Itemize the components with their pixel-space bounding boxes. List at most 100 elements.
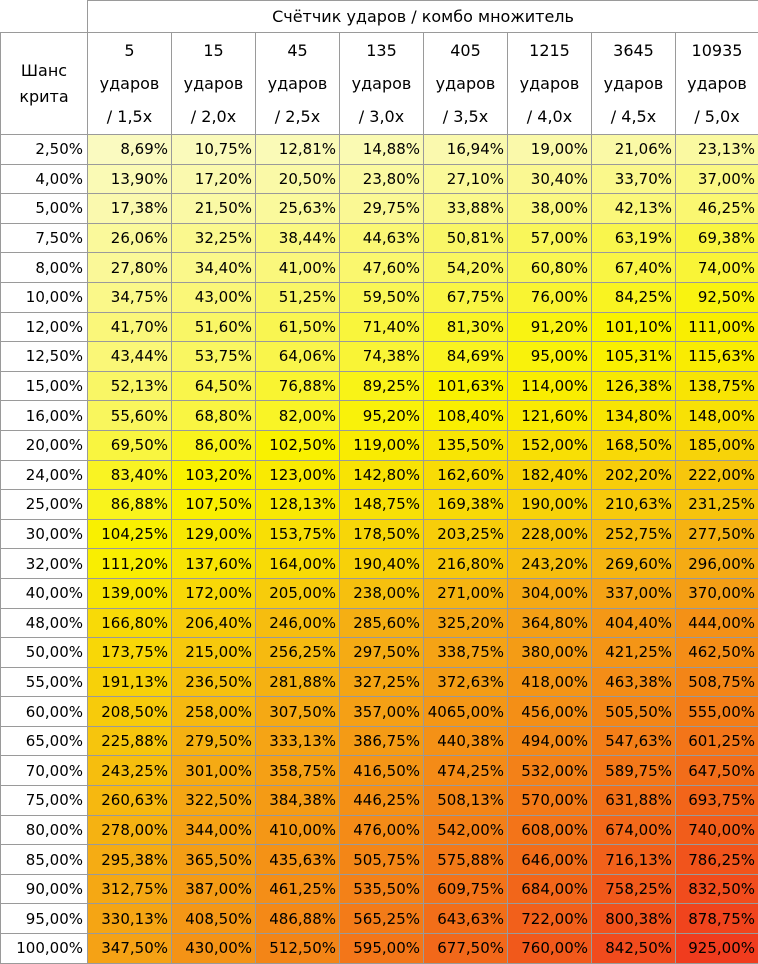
damage-value-cell: 91,20%: [508, 312, 592, 342]
damage-value-cell: 43,44%: [88, 342, 172, 372]
damage-value-cell: 532,00%: [508, 756, 592, 786]
damage-value-cell: 190,00%: [508, 490, 592, 520]
damage-value-cell: 384,38%: [256, 786, 340, 816]
damage-value-cell: 295,38%: [88, 845, 172, 875]
damage-value-cell: 474,25%: [424, 756, 508, 786]
damage-value-cell: 285,60%: [340, 608, 424, 638]
damage-value-cell: 440,38%: [424, 726, 508, 756]
damage-value-cell: 595,00%: [340, 934, 424, 964]
damage-value-cell: 722,00%: [508, 904, 592, 934]
damage-value-cell: 609,75%: [424, 874, 508, 904]
hits-count: 5: [88, 34, 171, 67]
damage-value-cell: 740,00%: [676, 815, 758, 845]
damage-value-cell: 205,00%: [256, 578, 340, 608]
damage-value-cell: 68,80%: [172, 401, 256, 431]
damage-value-cell: 608,00%: [508, 815, 592, 845]
damage-value-cell: 505,75%: [340, 845, 424, 875]
damage-value-cell: 67,40%: [592, 253, 676, 283]
crit-chance-cell: 90,00%: [1, 874, 88, 904]
damage-value-cell: 456,00%: [508, 697, 592, 727]
damage-value-cell: 358,75%: [256, 756, 340, 786]
hits-word: ударов: [508, 67, 591, 100]
crit-chance-header: Шанс крита: [1, 33, 88, 135]
damage-value-cell: 463,38%: [592, 667, 676, 697]
damage-value-cell: 74,38%: [340, 342, 424, 372]
crit-chance-cell: 4,00%: [1, 164, 88, 194]
damage-value-cell: 43,00%: [172, 282, 256, 312]
damage-value-cell: 260,63%: [88, 786, 172, 816]
table-row: 40,00%139,00%172,00%205,00%238,00%271,00…: [1, 578, 758, 608]
damage-value-cell: 82,00%: [256, 401, 340, 431]
damage-value-cell: 76,88%: [256, 371, 340, 401]
table-row: 55,00%191,13%236,50%281,88%327,25%372,63…: [1, 667, 758, 697]
damage-value-cell: 103,20%: [172, 460, 256, 490]
crit-chance-cell: 48,00%: [1, 608, 88, 638]
damage-value-cell: 271,00%: [424, 578, 508, 608]
damage-value-cell: 178,50%: [340, 519, 424, 549]
damage-value-cell: 134,80%: [592, 401, 676, 431]
damage-value-cell: 252,75%: [592, 519, 676, 549]
damage-value-cell: 111,00%: [676, 312, 758, 342]
hits-count: 1215: [508, 34, 591, 67]
damage-value-cell: 330,13%: [88, 904, 172, 934]
table-row: 48,00%166,80%206,40%246,00%285,60%325,20…: [1, 608, 758, 638]
damage-value-cell: 338,75%: [424, 638, 508, 668]
combo-multiplier: / 4,0x: [508, 100, 591, 133]
damage-value-cell: 494,00%: [508, 726, 592, 756]
damage-value-cell: 14,88%: [340, 135, 424, 165]
damage-value-cell: 101,10%: [592, 312, 676, 342]
damage-value-cell: 86,88%: [88, 490, 172, 520]
damage-value-cell: 256,25%: [256, 638, 340, 668]
damage-value-cell: 10,75%: [172, 135, 256, 165]
damage-value-cell: 357,00%: [340, 697, 424, 727]
damage-value-cell: 38,44%: [256, 223, 340, 253]
damage-value-cell: 277,50%: [676, 519, 758, 549]
damage-value-cell: 64,50%: [172, 371, 256, 401]
damage-value-cell: 325,20%: [424, 608, 508, 638]
damage-value-cell: 63,19%: [592, 223, 676, 253]
damage-value-cell: 333,13%: [256, 726, 340, 756]
combo-multiplier: / 4,5x: [592, 100, 675, 133]
crit-chance-cell: 60,00%: [1, 697, 88, 727]
damage-value-cell: 51,25%: [256, 282, 340, 312]
damage-value-cell: 21,50%: [172, 194, 256, 224]
damage-value-cell: 173,75%: [88, 638, 172, 668]
damage-value-cell: 508,13%: [424, 786, 508, 816]
damage-value-cell: 74,00%: [676, 253, 758, 283]
hits-count: 15: [172, 34, 255, 67]
damage-value-cell: 92,50%: [676, 282, 758, 312]
damage-value-cell: 129,00%: [172, 519, 256, 549]
damage-value-cell: 236,50%: [172, 667, 256, 697]
crit-chance-cell: 12,00%: [1, 312, 88, 342]
damage-value-cell: 135,50%: [424, 430, 508, 460]
damage-value-cell: 23,13%: [676, 135, 758, 165]
table-row: 100,00%347,50%430,00%512,50%595,00%677,5…: [1, 934, 758, 964]
damage-value-cell: 185,00%: [676, 430, 758, 460]
damage-value-cell: 41,00%: [256, 253, 340, 283]
damage-value-cell: 169,38%: [424, 490, 508, 520]
crit-chance-cell: 24,00%: [1, 460, 88, 490]
hits-word: ударов: [172, 67, 255, 100]
hits-count: 3645: [592, 34, 675, 67]
crit-chance-cell: 100,00%: [1, 934, 88, 964]
crit-chance-cell: 7,50%: [1, 223, 88, 253]
damage-value-cell: 128,13%: [256, 490, 340, 520]
damage-value-cell: 322,50%: [172, 786, 256, 816]
damage-value-cell: 786,25%: [676, 845, 758, 875]
damage-value-cell: 41,70%: [88, 312, 172, 342]
damage-value-cell: 646,00%: [508, 845, 592, 875]
damage-value-cell: 89,25%: [340, 371, 424, 401]
crit-chance-cell: 8,00%: [1, 253, 88, 283]
table-row: 70,00%243,25%301,00%358,75%416,50%474,25…: [1, 756, 758, 786]
crit-chance-cell: 12,50%: [1, 342, 88, 372]
damage-value-cell: 190,40%: [340, 549, 424, 579]
damage-value-cell: 27,10%: [424, 164, 508, 194]
damage-value-cell: 410,00%: [256, 815, 340, 845]
damage-value-cell: 228,00%: [508, 519, 592, 549]
crit-chance-cell: 32,00%: [1, 549, 88, 579]
hits-word: ударов: [256, 67, 339, 100]
damage-value-cell: 508,75%: [676, 667, 758, 697]
damage-value-cell: 33,70%: [592, 164, 676, 194]
